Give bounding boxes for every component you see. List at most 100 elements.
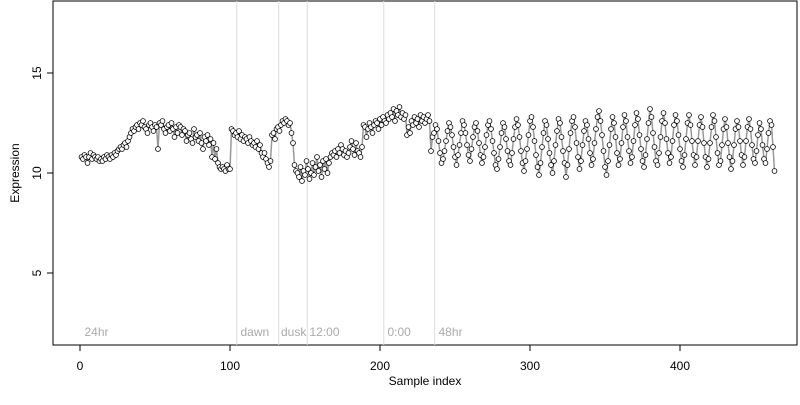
data-point <box>597 118 604 124</box>
data-point <box>482 144 488 150</box>
data-point <box>654 162 661 168</box>
data-point <box>680 164 686 170</box>
data-point <box>483 132 490 138</box>
data-point <box>530 124 536 130</box>
data-point <box>650 130 656 136</box>
data-point <box>425 112 431 118</box>
annotation: dusk <box>281 325 307 339</box>
data-point <box>314 154 320 160</box>
data-point <box>183 138 190 144</box>
data-point <box>735 124 742 130</box>
data-point <box>351 152 358 158</box>
data-point <box>453 162 460 168</box>
data-point <box>456 142 463 148</box>
data-point <box>464 142 470 148</box>
data-point <box>503 136 509 142</box>
data-point <box>311 172 317 178</box>
data-point <box>578 158 584 164</box>
data-point <box>734 118 740 124</box>
data-point <box>200 146 206 152</box>
data-point <box>123 144 130 150</box>
data-point <box>648 114 655 120</box>
x-axis-label: Sample index <box>389 374 462 388</box>
data-point <box>534 164 541 170</box>
data-point <box>528 114 535 120</box>
data-point <box>198 140 205 146</box>
data-point <box>746 116 752 122</box>
data-point <box>498 130 505 136</box>
data-point <box>359 144 365 150</box>
data-point <box>363 134 370 140</box>
data-point <box>599 132 605 138</box>
data-point <box>714 150 721 156</box>
data-point <box>558 134 565 140</box>
data-point <box>206 142 212 148</box>
data-point <box>533 152 539 158</box>
data-point <box>747 126 754 132</box>
data-point <box>434 126 440 132</box>
data-point <box>539 144 545 150</box>
data-point <box>458 130 464 136</box>
x-tick-label: 100 <box>220 359 240 373</box>
annotation: 24hr <box>85 325 109 339</box>
data-point <box>635 116 641 122</box>
data-point <box>507 162 514 168</box>
data-point <box>383 120 389 126</box>
data-point <box>665 150 671 156</box>
data-point <box>723 124 730 130</box>
data-point <box>543 122 550 128</box>
data-point <box>585 136 592 142</box>
data-point <box>135 126 142 132</box>
data-point <box>480 154 487 160</box>
data-point <box>435 138 442 144</box>
data-point <box>270 130 277 136</box>
plot-frame <box>52 0 798 346</box>
data-point <box>272 136 278 142</box>
data-point <box>554 128 560 134</box>
data-point <box>197 130 203 136</box>
data-point <box>468 146 475 152</box>
data-point <box>662 120 668 126</box>
data-point <box>572 124 578 130</box>
data-point <box>630 138 637 144</box>
y-tick-label: 15 <box>30 66 44 80</box>
data-point <box>647 106 653 112</box>
data-point <box>449 132 455 138</box>
data-point <box>711 118 718 124</box>
data-point <box>207 136 214 142</box>
data-point <box>669 138 676 144</box>
x-tick-label: 300 <box>520 359 540 373</box>
data-point <box>236 128 242 134</box>
data-point <box>414 116 421 122</box>
data-point <box>494 166 500 172</box>
data-point <box>536 172 542 178</box>
data-point <box>150 128 157 134</box>
data-point <box>257 142 263 148</box>
data-point <box>666 160 673 166</box>
data-point <box>731 142 737 148</box>
data-point <box>564 162 571 168</box>
data-point <box>488 126 494 132</box>
data-point <box>213 146 220 152</box>
data-point <box>486 118 493 124</box>
data-point <box>299 178 305 184</box>
data-point <box>479 160 485 166</box>
data-point <box>591 140 598 146</box>
data-point <box>402 112 409 118</box>
data-point <box>705 156 712 162</box>
data-point <box>495 156 502 162</box>
data-point <box>567 130 574 136</box>
data-point <box>566 146 572 152</box>
data-point <box>312 164 319 170</box>
data-point <box>708 124 715 130</box>
data-point <box>638 146 644 152</box>
data-point <box>753 148 760 154</box>
data-point <box>276 128 283 134</box>
data-point <box>575 154 581 160</box>
data-point <box>674 118 680 124</box>
data-point <box>681 152 688 158</box>
data-point <box>522 158 529 164</box>
data-point <box>594 114 601 120</box>
data-point <box>396 104 403 110</box>
data-point <box>318 174 325 180</box>
